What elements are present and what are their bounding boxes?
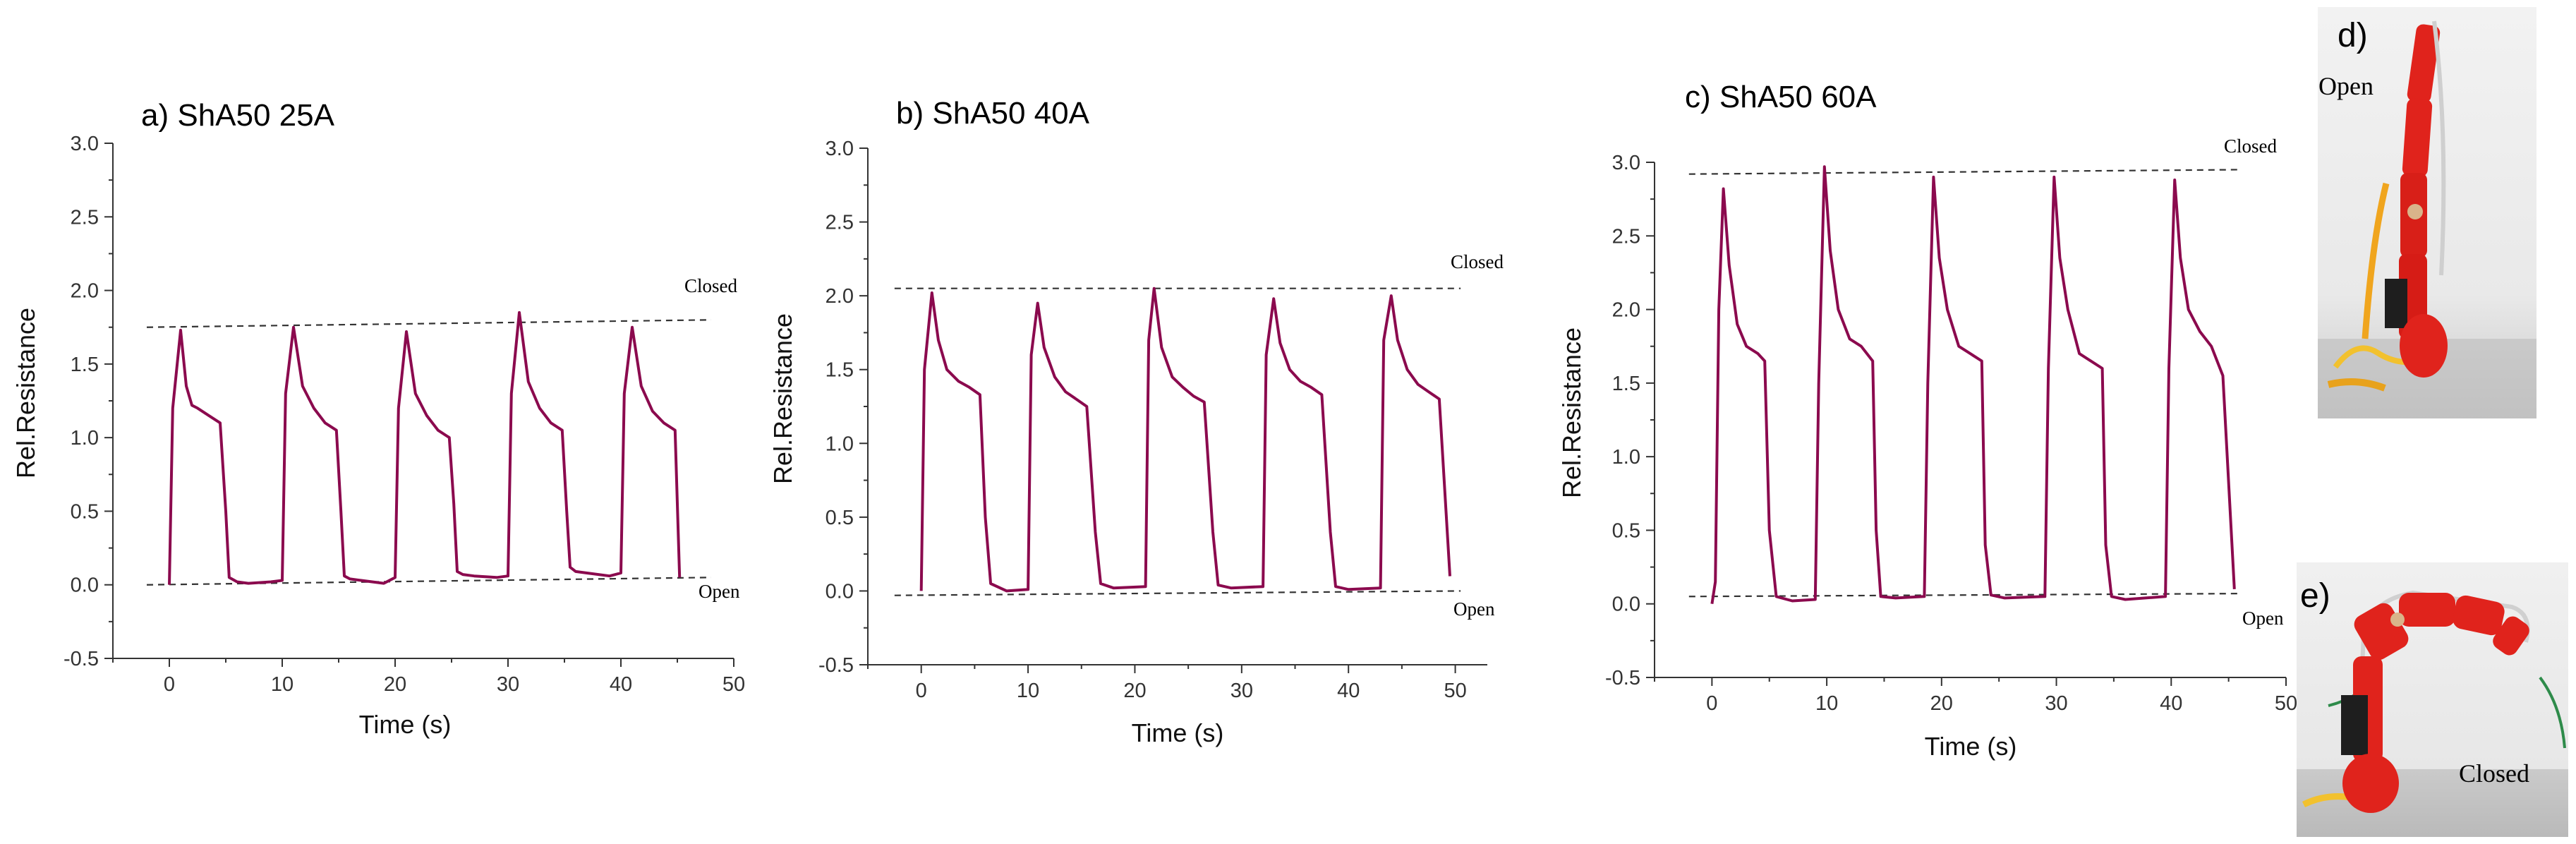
y-tick-label: 3.0 [71,133,99,155]
x-tick-label: 20 [384,673,406,696]
y-tick-label: 0.5 [71,500,99,523]
closed-annotation: Closed [1451,251,1504,272]
photo-e-table [2297,769,2568,837]
open-annotation: Open [2242,608,2284,629]
x-tick-label: 10 [271,673,294,696]
photo-e-cable-icon [2539,676,2566,749]
chart-title: a) ShA50 25A [141,98,335,133]
y-tick-label: 3.0 [1612,152,1640,174]
chart-title: c) ShA50 60A [1685,80,1877,114]
y-tick-label: 1.5 [826,359,854,382]
y-tick-label: 0.5 [1612,519,1640,542]
y-tick-label: 1.0 [1612,446,1640,469]
x-tick-label: 20 [1123,680,1146,702]
x-tick-label: 50 [2275,692,2297,715]
y-tick-label: -0.5 [1605,667,1640,689]
y-tick-label: 2.5 [826,212,854,234]
y-tick-label: 1.0 [826,433,854,455]
y-tick-label: 0.0 [71,574,99,597]
reference-line-closed [146,319,712,328]
y-tick-label: 1.5 [1612,373,1640,395]
y-tick-label: -0.5 [64,648,99,670]
x-tick-label: 0 [1706,692,1717,715]
y-tick-label: 2.0 [71,280,99,303]
x-axis-label: Time (s) [1925,732,2017,761]
x-tick-label: 10 [1815,692,1838,715]
x-tick-label: 40 [610,673,632,696]
panel-b-chart: b) ShA50 40A Rel.Resistance Time (s) 0 10… [768,96,1504,747]
y-tick-label: 0.0 [1612,593,1640,616]
x-tick-label: 50 [1444,680,1466,702]
y-tick-label: 0.5 [826,507,854,529]
y-tick-label: 2.0 [1612,299,1640,322]
y-tick-label: 3.0 [826,138,854,160]
y-tick-label: 2.0 [826,285,854,308]
data-series-line [1710,165,2236,605]
y-tick-label: 1.5 [71,354,99,376]
closed-annotation: Closed [2224,135,2278,157]
y-axis-label: Rel.Resistance [11,308,40,478]
open-annotation: Open [699,581,740,602]
photo-d-state-label: Open [2318,72,2374,100]
panel-a-chart: a) ShA50 25A Rel.Resistance Time (s) 0 10… [11,98,745,739]
y-tick-label: 2.5 [1612,225,1640,248]
photo-e-closed-gripper: e) Closed [2297,562,2568,837]
y-axis-label: Rel.Resistance [1557,327,1586,498]
x-tick-label: 40 [2160,692,2182,715]
photo-e-state-label: Closed [2459,759,2529,788]
y-tick-label: -0.5 [818,654,854,677]
y-tick-label: 1.0 [71,427,99,450]
x-tick-label: 30 [2045,692,2067,715]
panel-c-chart: c) ShA50 60A Rel.Resistance Time (s) 0 10… [1557,80,2297,761]
x-tick-label: 30 [1230,680,1253,702]
photo-d-cable-icon [2327,378,2386,392]
x-axis-label: Time (s) [359,710,452,739]
photo-d-open-gripper: d) Open [2318,7,2536,418]
photo-d-gripper-icon [2385,20,2448,378]
reference-line-closed [1688,169,2240,175]
x-tick-label: 40 [1337,680,1360,702]
x-tick-label: 0 [164,673,175,696]
y-tick-label: 0.0 [826,580,854,603]
photo-d-label: d) [2338,17,2368,54]
reference-line-open [894,590,1461,596]
photo-d-cable-icon [2362,182,2390,339]
data-series-line [168,311,682,585]
x-axis-label: Time (s) [1132,718,1224,747]
y-axis-label: Rel.Resistance [768,313,797,484]
photo-e-gripper-icon [2341,590,2530,813]
chart-title: b) ShA50 40A [896,96,1090,131]
x-tick-label: 20 [1930,692,1953,715]
closed-annotation: Closed [684,275,738,296]
open-annotation: Open [1453,598,1495,620]
reference-line-open [1688,593,2240,598]
y-tick-label: 2.5 [71,206,99,229]
x-tick-label: 0 [916,680,927,702]
x-tick-label: 50 [722,673,745,696]
data-series-line [919,287,1451,593]
photo-e-label: e) [2300,577,2330,615]
x-tick-label: 30 [497,673,519,696]
x-tick-label: 10 [1017,680,1039,702]
